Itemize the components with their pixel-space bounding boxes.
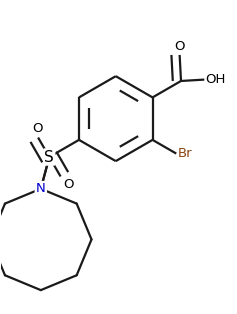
Text: O: O [63,178,73,191]
Text: N: N [36,182,46,195]
Text: O: O [174,40,185,53]
Text: OH: OH [206,73,226,86]
Text: O: O [32,122,42,135]
Text: S: S [45,149,54,165]
Text: Br: Br [178,147,192,160]
